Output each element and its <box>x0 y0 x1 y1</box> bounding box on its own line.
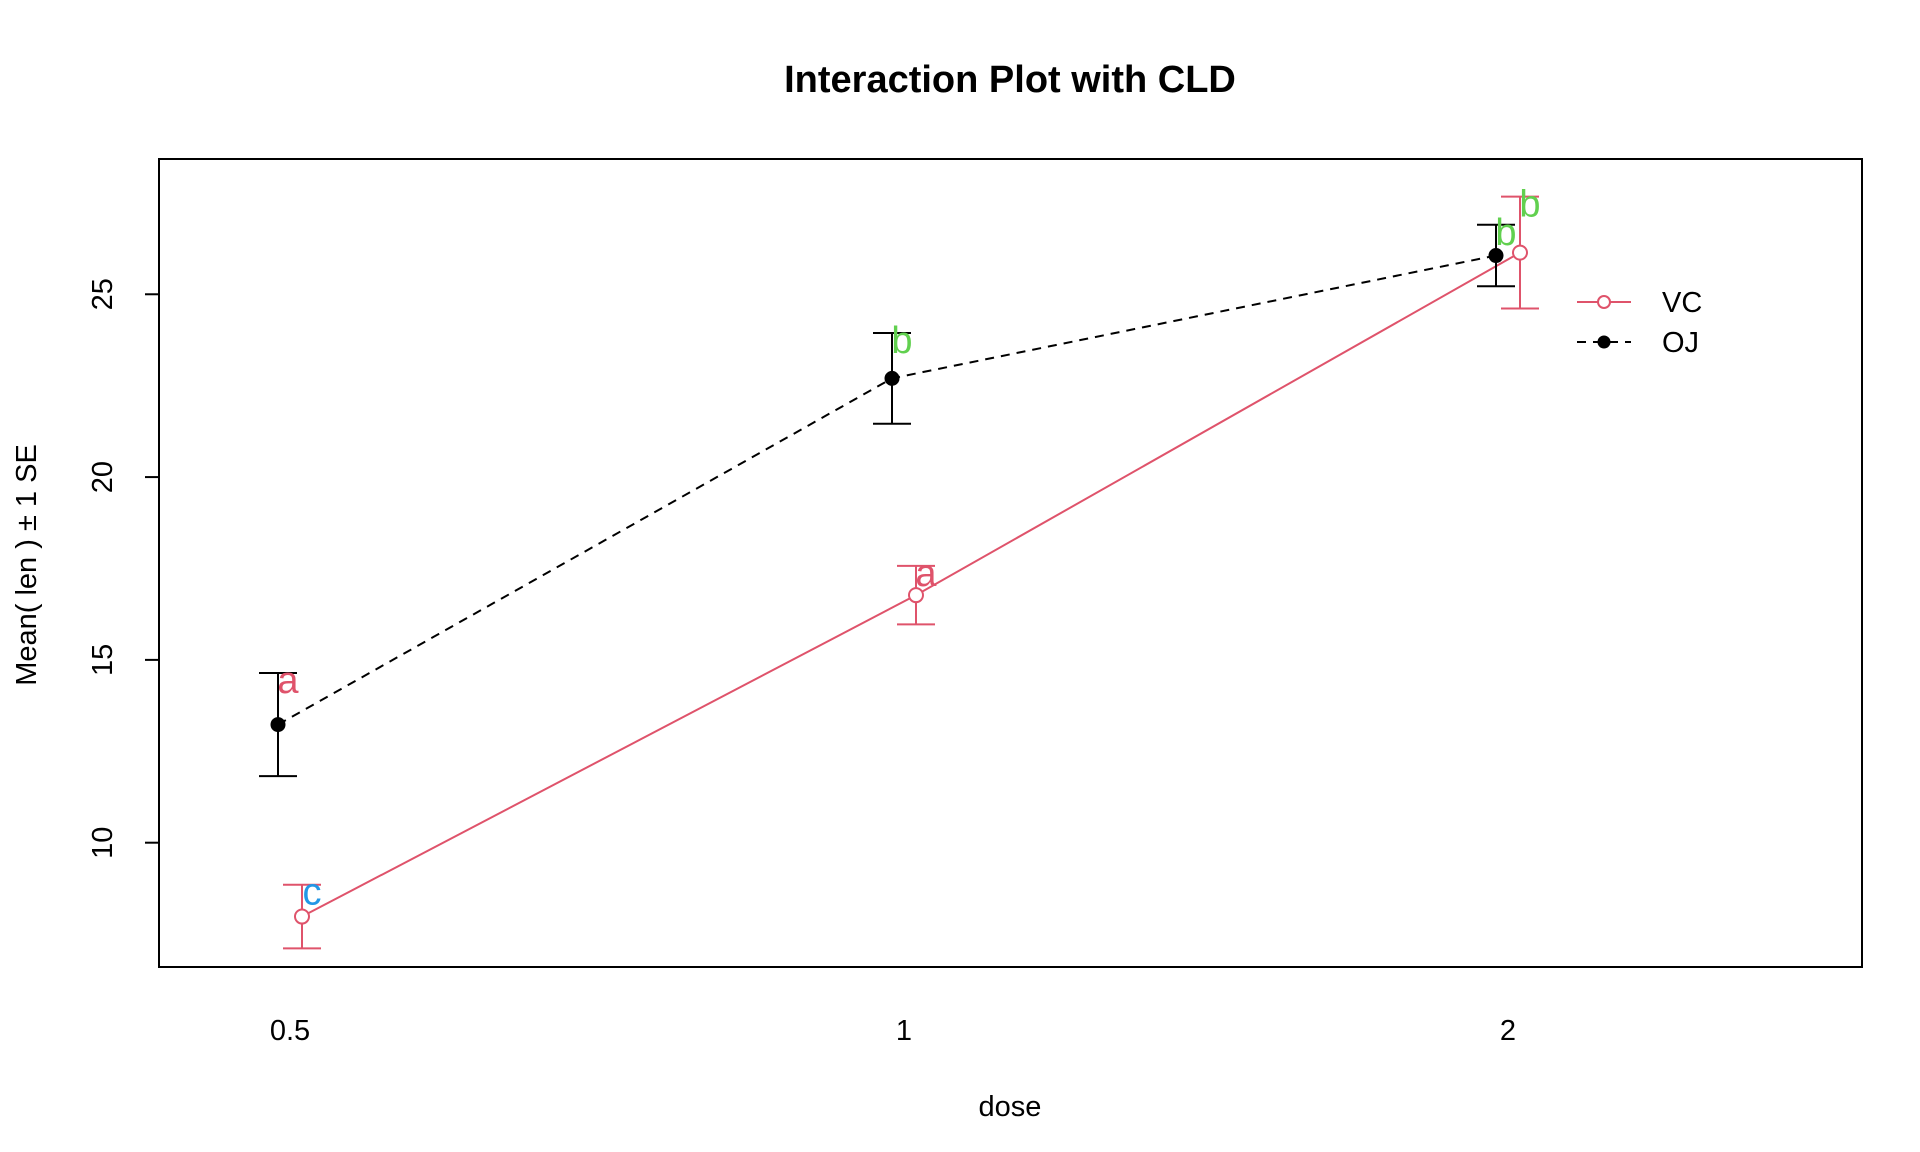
y-axis: 10 15 20 25 <box>87 278 159 859</box>
data-point <box>294 908 310 925</box>
x-tick-label: 1 <box>896 1015 912 1047</box>
series-line-oj <box>277 254 1497 726</box>
series-oj <box>259 223 1515 778</box>
chart-title: Interaction Plot with CLD <box>784 59 1236 101</box>
data-point <box>884 370 900 386</box>
cld-letter: b <box>1495 212 1516 254</box>
y-tick-label: 10 <box>87 827 119 859</box>
legend: VC OJ <box>1577 287 1702 359</box>
legend-item-vc: VC <box>1577 287 1702 319</box>
y-tick-label: 25 <box>87 278 119 310</box>
y-tick-label: 20 <box>87 461 119 493</box>
legend-marker <box>1597 295 1611 309</box>
series-layer <box>259 195 1539 950</box>
legend-label: OJ <box>1662 327 1699 359</box>
data-point <box>908 587 924 604</box>
cld-letter: a <box>277 660 299 702</box>
x-tick-label: 0.5 <box>270 1015 310 1047</box>
cld-letter: b <box>1519 184 1540 226</box>
data-point <box>1488 248 1504 264</box>
cld-letter: c <box>303 872 322 914</box>
legend-item-oj: OJ <box>1577 327 1699 359</box>
x-tick-label: 2 <box>1500 1015 1516 1047</box>
plot-frame <box>158 158 1863 968</box>
series-vc <box>283 195 1539 950</box>
y-axis-label: Mean( len ) ± 1 SE <box>11 444 43 686</box>
cld-letter: b <box>891 320 912 362</box>
legend-marker <box>1597 335 1611 349</box>
y-tick-label: 15 <box>87 644 119 676</box>
data-point <box>270 717 286 733</box>
data-point <box>1512 244 1528 261</box>
x-axis: 0.5 1 2 <box>270 1015 1516 1047</box>
legend-label: VC <box>1662 287 1702 319</box>
x-axis-label: dose <box>979 1091 1042 1123</box>
cld-letter: a <box>915 553 937 595</box>
